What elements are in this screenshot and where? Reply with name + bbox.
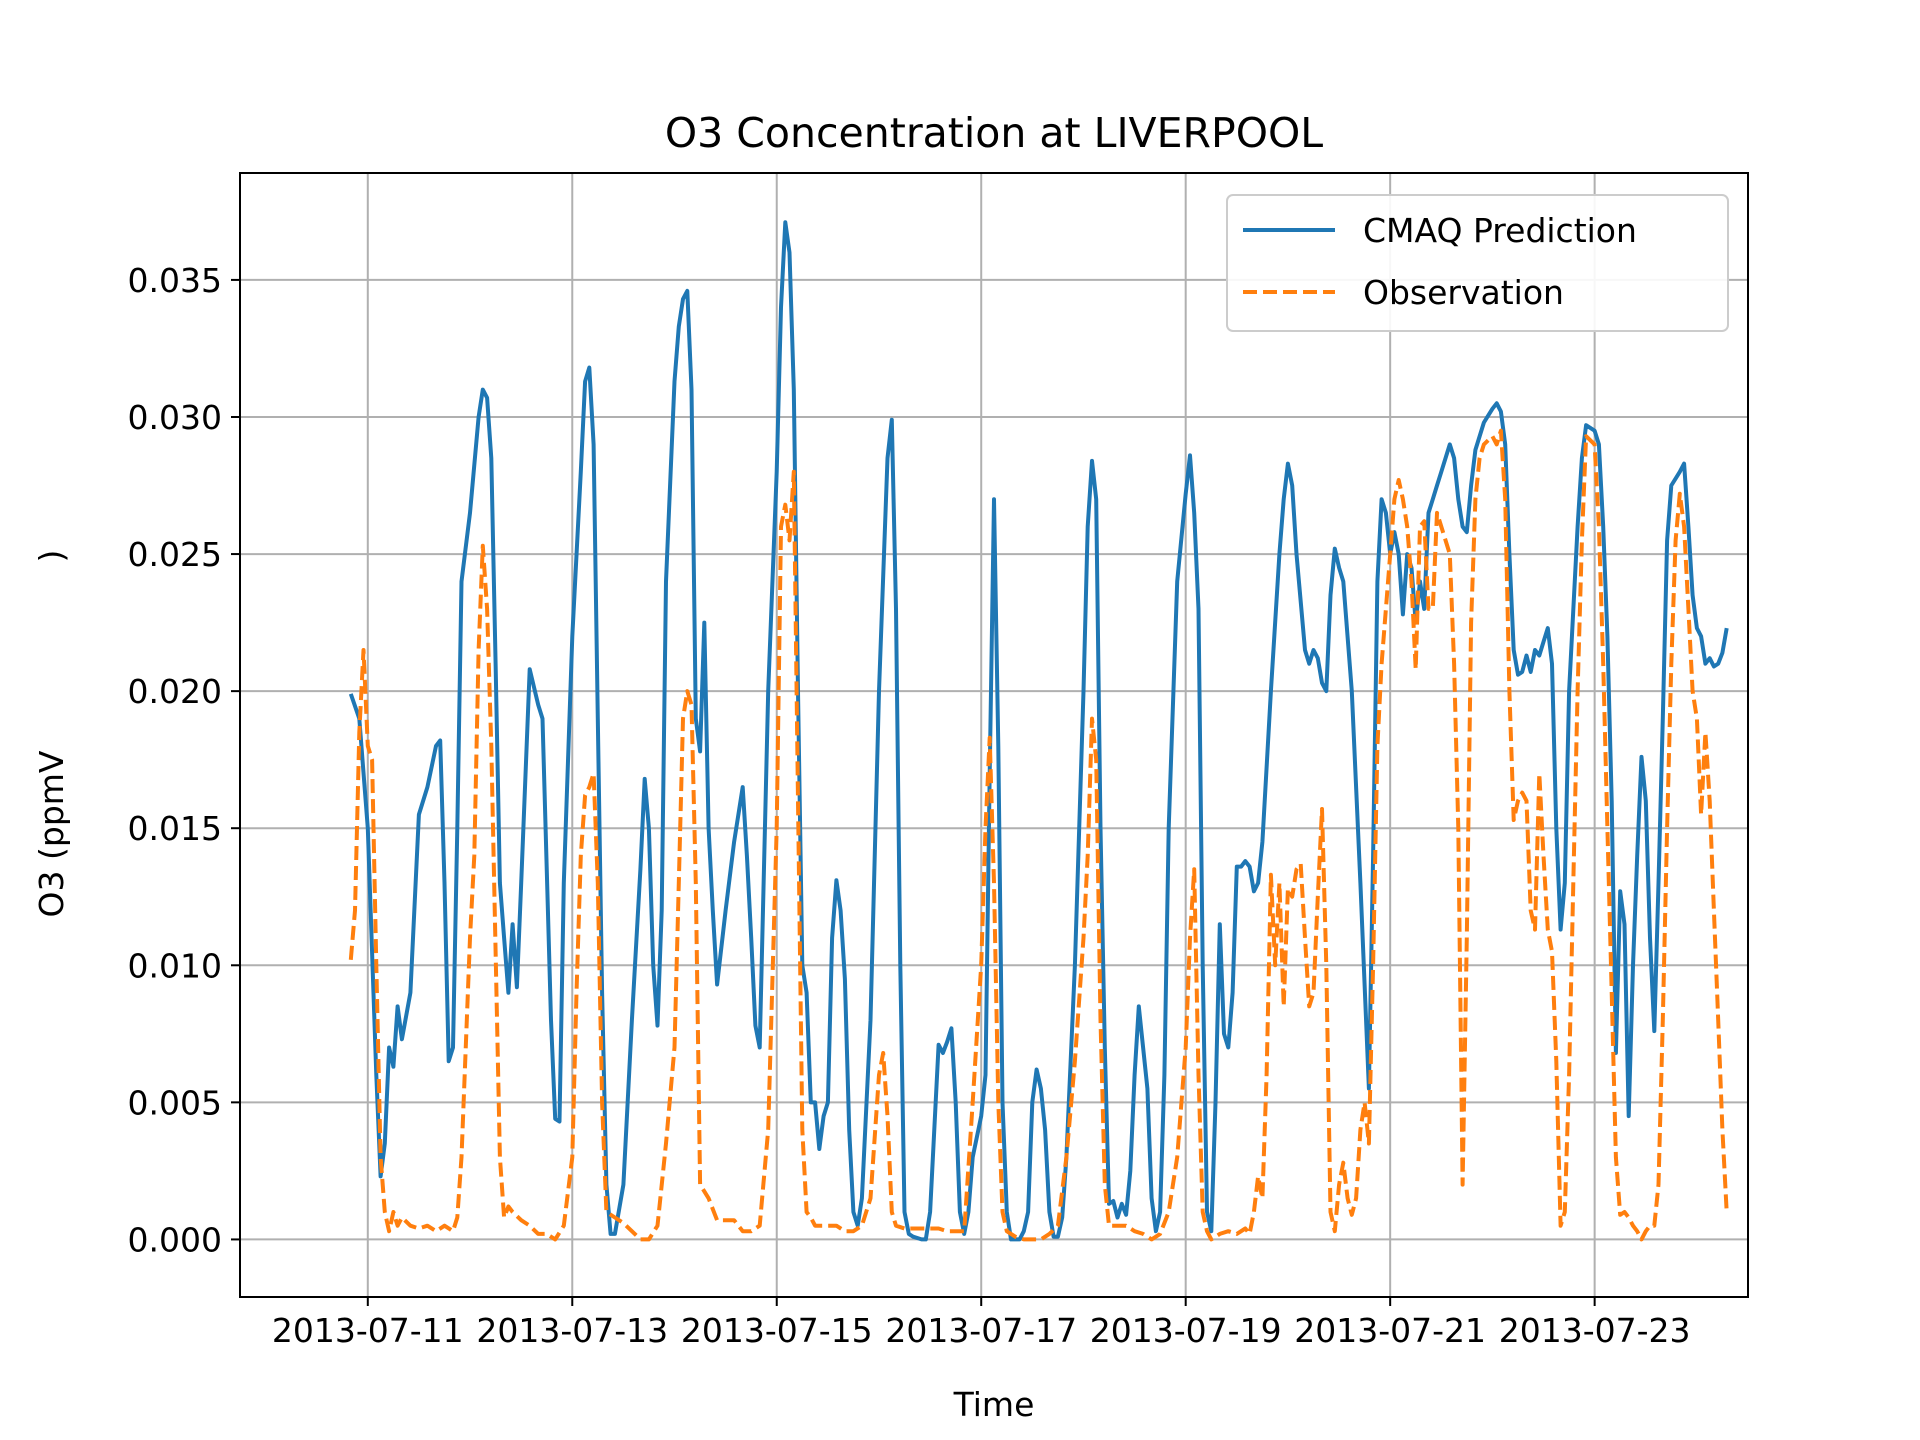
axis-ticks: 2013-07-11 2013-07-13 2013-07-15 2013-07-17…: [128, 261, 1691, 1350]
x-tick-label: 2013-07-15: [681, 1311, 873, 1350]
series-layer: [348, 220, 1729, 1242]
y-tick-label: 0.025: [128, 535, 222, 574]
x-tick-label: 2013-07-11: [272, 1311, 464, 1350]
y-tick-label: 0.030: [128, 398, 222, 437]
y-tick-label: 0.035: [128, 261, 222, 300]
x-axis-label: Time: [953, 1385, 1035, 1424]
y-axis-label: O3 (ppmV: [32, 750, 71, 917]
legend: CMAQ Prediction Observation: [1226, 194, 1729, 332]
legend-label-cmaq-prediction: CMAQ Prediction: [1363, 211, 1637, 250]
x-tick-label: 2013-07-13: [476, 1311, 668, 1350]
grid: [240, 173, 1748, 1297]
legend-box: [1226, 194, 1729, 332]
chart-title: O3 Concentration at LIVERPOOL: [665, 109, 1323, 157]
y-tick-label: 0.015: [128, 809, 222, 848]
y-tick-label: 0.010: [128, 946, 222, 985]
y-axis-label-paren: ): [32, 550, 71, 563]
x-tick-label: 2013-07-23: [1499, 1311, 1691, 1350]
series-line-observation: [348, 428, 1729, 1242]
y-tick-label: 0.005: [128, 1083, 222, 1122]
x-tick-label: 2013-07-19: [1090, 1311, 1282, 1350]
plot-frame: [239, 172, 1749, 1298]
y-tick-label: 0.000: [128, 1220, 222, 1259]
legend-label-observation: Observation: [1363, 273, 1564, 312]
x-tick-label: 2013-07-17: [885, 1311, 1077, 1350]
x-tick-label: 2013-07-21: [1294, 1311, 1486, 1350]
y-tick-label: 0.020: [128, 672, 222, 711]
